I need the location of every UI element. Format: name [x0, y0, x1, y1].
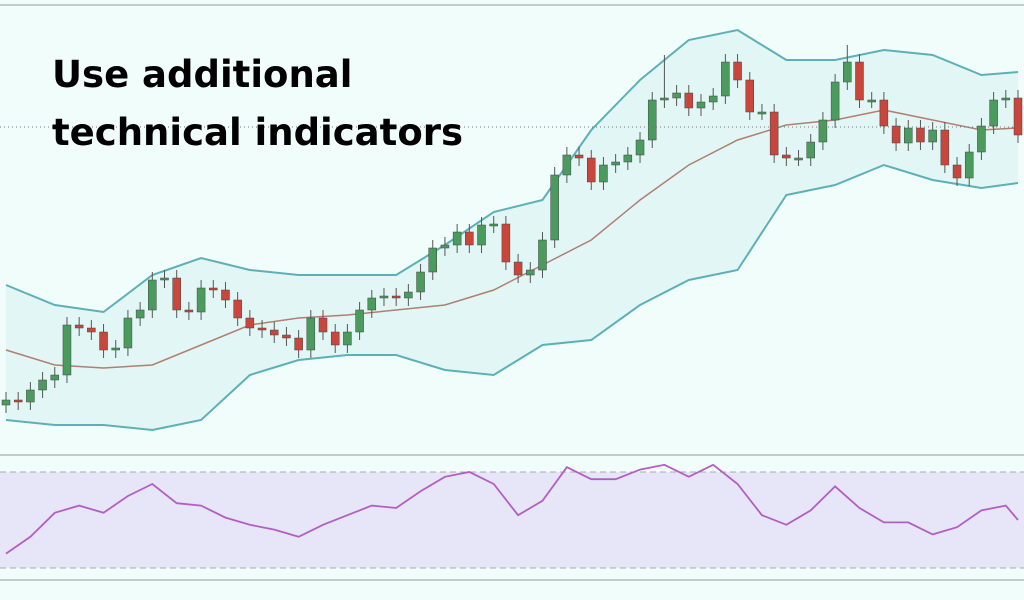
candle-body — [135, 309, 145, 319]
candle-body — [209, 287, 218, 291]
candle-body — [599, 164, 608, 183]
candle-body — [526, 269, 535, 276]
candle-body — [855, 61, 864, 101]
candle-body — [294, 337, 303, 351]
candle-body — [74, 324, 84, 329]
candle-body — [87, 327, 96, 333]
candle-body — [672, 92, 681, 99]
candle-body — [404, 291, 413, 299]
candle-body — [62, 324, 72, 376]
candle-body — [111, 347, 120, 351]
candle-body — [574, 154, 584, 159]
candle-body — [550, 174, 559, 241]
candle-body — [708, 95, 718, 103]
candle-body — [940, 129, 950, 166]
candle-body — [465, 231, 474, 246]
candle-body — [318, 317, 328, 333]
candle-body — [489, 223, 498, 227]
candle-body — [1013, 97, 1023, 136]
candle-body — [769, 111, 779, 156]
candle-body — [269, 329, 279, 336]
candle-body — [964, 151, 974, 179]
candle-body — [977, 125, 986, 153]
candle-body — [513, 261, 523, 276]
candle-body — [440, 244, 450, 249]
candle-body — [721, 61, 730, 97]
candle-body — [221, 289, 230, 301]
title-line: Use additional — [52, 53, 352, 96]
candle-body — [757, 111, 767, 115]
candle-body — [818, 119, 828, 143]
candle-body — [416, 271, 425, 293]
candle-body — [879, 99, 889, 127]
candle-body — [306, 317, 316, 351]
candle-body — [428, 247, 437, 273]
candle-body — [684, 92, 694, 109]
candle-body — [196, 287, 206, 313]
candle-body — [477, 224, 486, 246]
candle-body — [623, 154, 633, 163]
candle-body — [1, 399, 11, 406]
candle-body — [38, 379, 47, 391]
candle-body — [452, 231, 462, 246]
candle-body — [257, 327, 267, 331]
candle-body — [343, 331, 352, 346]
candle-body — [50, 374, 60, 381]
candle-body — [245, 317, 255, 329]
candle-body — [282, 334, 291, 339]
candle-body — [745, 79, 755, 113]
band-lower — [5, 163, 1019, 432]
candle-body — [989, 99, 998, 127]
candle-body — [160, 277, 169, 281]
candle-body — [355, 309, 364, 333]
candle-body — [379, 295, 389, 299]
candle-body — [501, 223, 511, 263]
candle-body — [587, 157, 596, 183]
candle-body — [538, 239, 547, 271]
candle-body — [562, 154, 572, 176]
candle-body — [367, 297, 377, 311]
candle-body — [148, 279, 157, 311]
candle-body — [635, 139, 645, 156]
candle-body — [1001, 97, 1011, 101]
candle-body — [782, 154, 791, 159]
candle-body — [952, 164, 962, 179]
candle-body — [330, 331, 340, 346]
candle-body — [904, 127, 913, 144]
candle-body — [928, 129, 937, 143]
candle-body — [733, 61, 742, 81]
price-panel — [1, 28, 1023, 432]
candle-body — [916, 127, 925, 143]
candle-body — [891, 125, 901, 144]
candle-body — [843, 61, 852, 83]
candle-body — [13, 399, 23, 403]
candle-body — [233, 299, 242, 319]
candle-body — [647, 99, 657, 141]
candle-body — [696, 101, 706, 109]
title-line: technical indicators — [52, 111, 463, 154]
candle-body — [391, 295, 401, 299]
candle-body — [172, 277, 181, 311]
rsi-panel — [0, 463, 1024, 569]
candle-body — [794, 157, 803, 161]
candle-body — [99, 331, 108, 351]
rsi-line — [5, 463, 1019, 555]
candle-body — [26, 389, 35, 403]
candle-body — [123, 317, 133, 349]
candle-body — [611, 161, 620, 166]
candle-body — [184, 309, 194, 313]
level-zone — [0, 472, 1024, 568]
candle-body — [830, 81, 840, 121]
candle-body — [806, 141, 815, 159]
candle-body — [867, 99, 876, 103]
candle-body — [660, 97, 669, 101]
